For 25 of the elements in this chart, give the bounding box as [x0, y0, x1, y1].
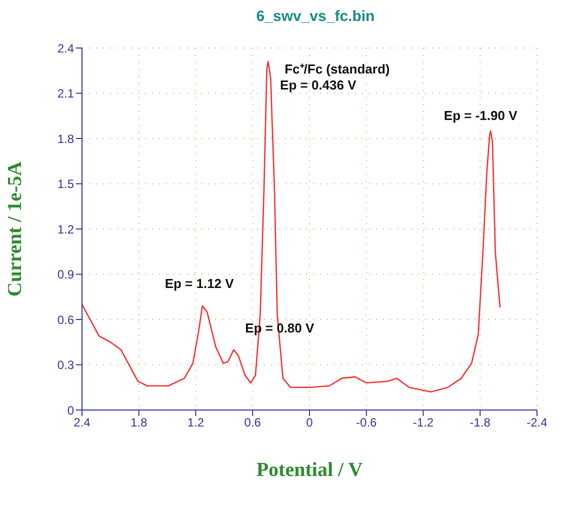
y-axis-title: Current / 1e-5A: [4, 160, 26, 297]
y-tick-label: 1.2: [57, 222, 74, 236]
y-tick-label: 0: [67, 403, 74, 418]
x-tick-label: -1.2: [412, 416, 434, 430]
annotation: Ep = 0.436 V: [280, 78, 357, 93]
annotation: Ep = 1.12 V: [164, 276, 234, 291]
x-tick-label: -2.4: [526, 416, 548, 430]
x-tick-label: 0: [306, 416, 314, 430]
y-tick-label: 2.1: [57, 86, 74, 101]
y-tick-label: 1.8: [57, 132, 74, 146]
x-tick-label: 1.8: [130, 416, 148, 430]
y-tick-label: 1.5: [57, 177, 74, 192]
x-axis-title: Potential / V: [256, 459, 364, 481]
y-tick-label: 2.4: [57, 41, 74, 56]
annotation: Fc⁺/Fc (standard): [284, 62, 390, 77]
x-tick-label: -0.6: [356, 416, 378, 430]
x-tick-label: 2.4: [74, 416, 91, 430]
x-tick-label: -1.8: [470, 416, 491, 430]
y-tick-label: 0.6: [57, 312, 74, 327]
y-tick-label: 0.3: [57, 358, 74, 372]
y-tick-label: 0.9: [57, 268, 74, 282]
x-tick-label: 0.6: [244, 416, 262, 430]
annotation: Ep = -1.90 V: [444, 108, 518, 123]
x-tick-label: 1.2: [187, 416, 204, 430]
chart-title: 6_swv_vs_fc.bin: [255, 8, 376, 27]
